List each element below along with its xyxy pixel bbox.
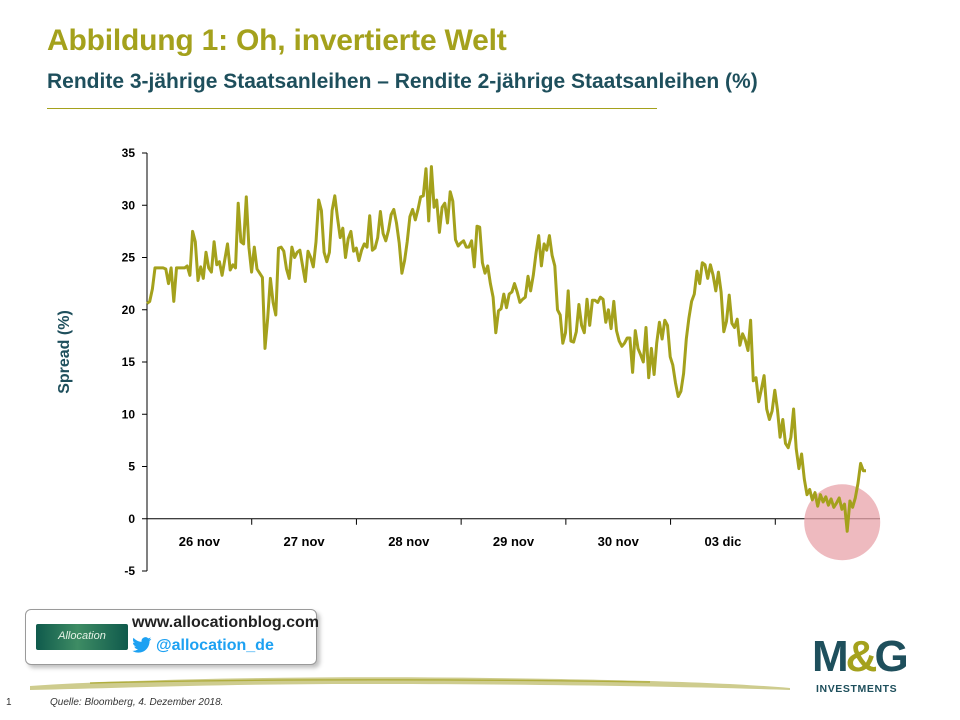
y-tick-label: -5 [124,564,135,578]
mg-logo-g: G [874,632,908,681]
x-category-label: 29 nov [493,534,535,549]
y-tick-label: 0 [128,512,135,526]
y-tick-label: 5 [128,460,135,474]
x-axis: 26 nov 27 nov 28 nov 29 nov 30 nov 03 dic [147,518,880,549]
x-category-label: 27 nov [283,534,325,549]
brush-stroke-divider [30,677,790,690]
twitter-link[interactable]: @allocation_de [132,637,274,655]
y-tick-label: 30 [122,198,136,212]
allocation-logo-text: Allocation [58,630,106,642]
x-category-label: 30 nov [598,534,640,549]
page-subtitle: Rendite 3-jährige Staatsanleihen – Rendi… [47,70,758,93]
page-title: Abbildung 1: Oh, invertierte Welt [47,24,507,57]
page-number: 1 [6,697,12,708]
mg-investments-logo: M&G INVESTMENTS [808,632,930,698]
x-category-label: 28 nov [388,534,430,549]
mg-logo-subtitle: INVESTMENTS [816,683,898,695]
y-tick-label: 25 [122,251,136,265]
website-link[interactable]: www.allocationblog.com [132,614,319,631]
x-category-label: 26 nov [179,534,221,549]
spread-series-line [146,165,866,533]
title-divider [47,108,657,109]
twitter-handle: @allocation_de [156,637,274,654]
spread-chart: 35 30 25 20 15 10 5 0 -5 26 nov 27 nov 28 nov 29 no… [56,146,881,578]
y-axis-label: Spread (%) [56,310,73,394]
y-axis: 35 30 25 20 15 10 5 0 -5 [122,146,148,578]
x-category-label: 03 dic [704,534,741,549]
mg-logo-ampersand: & [845,632,878,681]
allocation-blog-box[interactable]: Allocation www.allocationblog.com @alloc… [25,609,319,665]
twitter-bird-icon [132,637,152,653]
allocation-logo: Allocation [36,624,128,650]
mg-logo-m: M [812,632,849,681]
y-tick-label: 10 [122,407,136,421]
y-tick-label: 35 [122,146,136,160]
source-note: Quelle: Bloomberg, 4. Dezember 2018. [50,697,224,708]
y-tick-label: 15 [122,355,136,369]
y-tick-label: 20 [122,303,136,317]
